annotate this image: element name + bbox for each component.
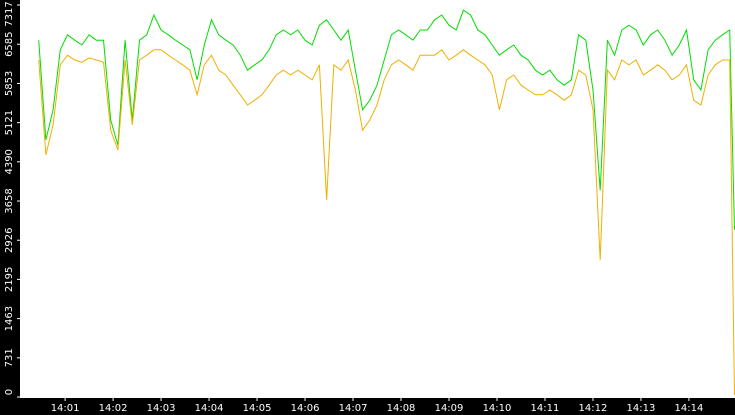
y-tick-label: 5121 xyxy=(4,110,15,135)
y-tick-label: 3658 xyxy=(4,188,15,213)
x-tick-label: 14:08 xyxy=(387,403,416,414)
y-tick-label: 5853 xyxy=(4,71,15,96)
series-line xyxy=(38,49,735,395)
y-tick-label: 2926 xyxy=(4,228,15,253)
x-tick-label: 14:11 xyxy=(531,403,560,414)
x-axis-bar xyxy=(0,398,735,415)
y-tick-label: 0 xyxy=(4,389,15,395)
x-tick-label: 14:10 xyxy=(483,403,512,414)
x-tick-label: 14:07 xyxy=(339,403,368,414)
x-tick-label: 14:06 xyxy=(291,403,320,414)
y-tick-label: 2195 xyxy=(4,267,15,292)
y-axis-bar xyxy=(0,0,20,415)
y-tick-label: 1463 xyxy=(4,306,15,331)
x-tick-label: 14:04 xyxy=(195,403,224,414)
x-tick-label: 14:14 xyxy=(675,403,704,414)
x-tick-label: 14:12 xyxy=(579,403,608,414)
y-tick-label: 7317 xyxy=(4,1,15,26)
y-tick-label: 731 xyxy=(4,348,15,367)
x-tick-label: 14:02 xyxy=(99,403,128,414)
y-tick-label: 4390 xyxy=(4,149,15,174)
x-tick-label: 14:09 xyxy=(435,403,464,414)
x-tick-label: 14:05 xyxy=(243,403,272,414)
x-tick-label: 14:03 xyxy=(147,403,176,414)
x-tick-label: 14:01 xyxy=(51,403,80,414)
y-tick-label: 6585 xyxy=(4,31,15,56)
x-tick-label: 14:13 xyxy=(627,403,656,414)
series-line xyxy=(38,9,735,230)
